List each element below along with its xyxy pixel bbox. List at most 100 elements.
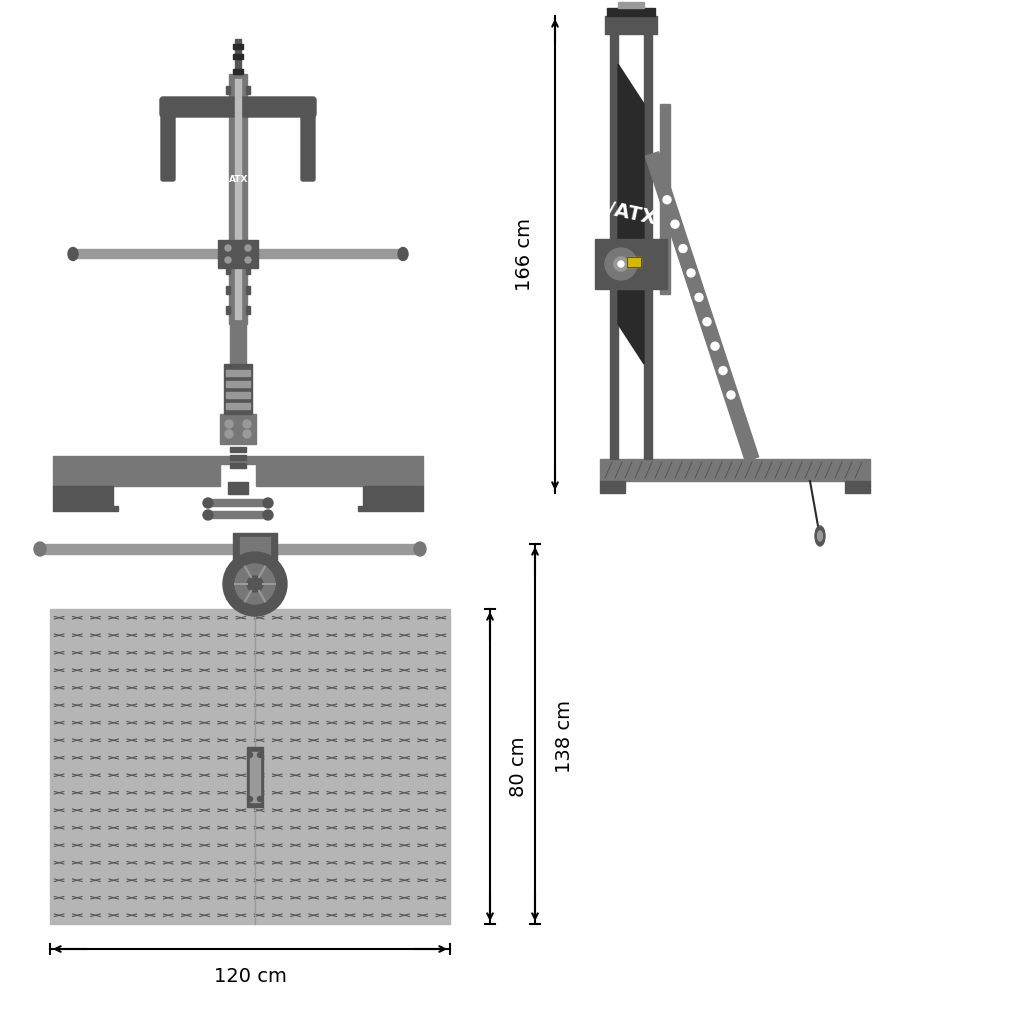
Bar [53, 486, 113, 506]
Bar [660, 104, 670, 294]
Ellipse shape [249, 578, 261, 587]
Bar [230, 447, 246, 452]
Bar [226, 392, 250, 398]
Bar [53, 456, 423, 464]
Ellipse shape [414, 542, 426, 556]
Bar [234, 79, 241, 319]
Bar [226, 381, 250, 387]
Bar [627, 257, 641, 267]
Ellipse shape [250, 566, 260, 574]
Circle shape [245, 257, 251, 263]
Bar [230, 324, 246, 364]
Ellipse shape [815, 526, 825, 546]
Circle shape [679, 245, 687, 253]
Bar [275, 544, 420, 554]
Circle shape [605, 248, 637, 280]
Bar [845, 481, 870, 493]
Bar [256, 464, 423, 486]
Circle shape [687, 269, 695, 276]
Text: ATX: ATX [229, 174, 249, 183]
Bar [240, 537, 270, 561]
Bar [605, 16, 657, 34]
Bar [230, 455, 246, 460]
Ellipse shape [251, 580, 259, 584]
Bar [226, 286, 230, 294]
Circle shape [225, 257, 231, 263]
Bar [226, 86, 230, 94]
Ellipse shape [68, 248, 78, 260]
Bar [208, 499, 268, 506]
Circle shape [225, 245, 231, 251]
Circle shape [695, 293, 703, 301]
Bar [618, 2, 644, 8]
Text: 120 cm: 120 cm [214, 967, 287, 986]
Bar [607, 8, 655, 16]
Ellipse shape [817, 531, 822, 541]
Bar [234, 39, 241, 74]
Bar [246, 266, 250, 274]
Ellipse shape [249, 572, 261, 581]
Bar [226, 106, 230, 114]
Circle shape [663, 196, 671, 204]
FancyBboxPatch shape [161, 102, 175, 181]
Circle shape [223, 552, 287, 616]
Bar [73, 249, 218, 258]
Bar [595, 239, 667, 289]
Bar [233, 69, 243, 74]
FancyBboxPatch shape [160, 97, 316, 117]
Circle shape [248, 797, 253, 802]
Polygon shape [645, 152, 759, 461]
Circle shape [248, 753, 253, 758]
Circle shape [243, 430, 251, 438]
Bar [618, 34, 644, 459]
Bar [53, 464, 220, 486]
Bar [226, 306, 230, 314]
Bar [627, 257, 641, 267]
Bar [247, 746, 263, 807]
Circle shape [263, 498, 273, 508]
Bar [246, 86, 250, 94]
Bar [246, 306, 250, 314]
Ellipse shape [252, 568, 258, 572]
Bar [233, 54, 243, 59]
Circle shape [257, 753, 262, 758]
Circle shape [711, 342, 719, 350]
Circle shape [234, 564, 275, 604]
Bar [226, 370, 250, 376]
Bar [50, 609, 450, 924]
Bar [228, 482, 248, 494]
Ellipse shape [252, 563, 258, 566]
Circle shape [719, 367, 727, 375]
Circle shape [727, 391, 735, 399]
Ellipse shape [398, 248, 408, 260]
Bar [53, 506, 118, 511]
Bar [246, 286, 250, 294]
FancyBboxPatch shape [301, 102, 315, 181]
Text: 80 cm: 80 cm [509, 736, 527, 797]
Ellipse shape [250, 561, 260, 568]
Circle shape [671, 220, 679, 228]
Circle shape [245, 245, 251, 251]
Bar [362, 486, 423, 506]
Bar [226, 403, 250, 409]
Bar [208, 511, 268, 518]
Bar [218, 240, 258, 268]
Circle shape [225, 430, 233, 438]
Circle shape [618, 261, 624, 267]
Bar [600, 481, 625, 493]
Bar [40, 544, 234, 554]
Text: 138 cm: 138 cm [555, 700, 574, 773]
Bar [250, 752, 260, 802]
Circle shape [247, 575, 263, 592]
Bar [233, 44, 243, 49]
Polygon shape [618, 63, 644, 364]
Circle shape [614, 257, 628, 271]
Bar [258, 249, 403, 258]
Circle shape [203, 510, 213, 520]
Circle shape [703, 317, 711, 326]
Ellipse shape [252, 574, 258, 579]
Bar [233, 534, 278, 565]
Circle shape [263, 510, 273, 520]
Ellipse shape [34, 542, 46, 556]
Circle shape [243, 420, 251, 428]
